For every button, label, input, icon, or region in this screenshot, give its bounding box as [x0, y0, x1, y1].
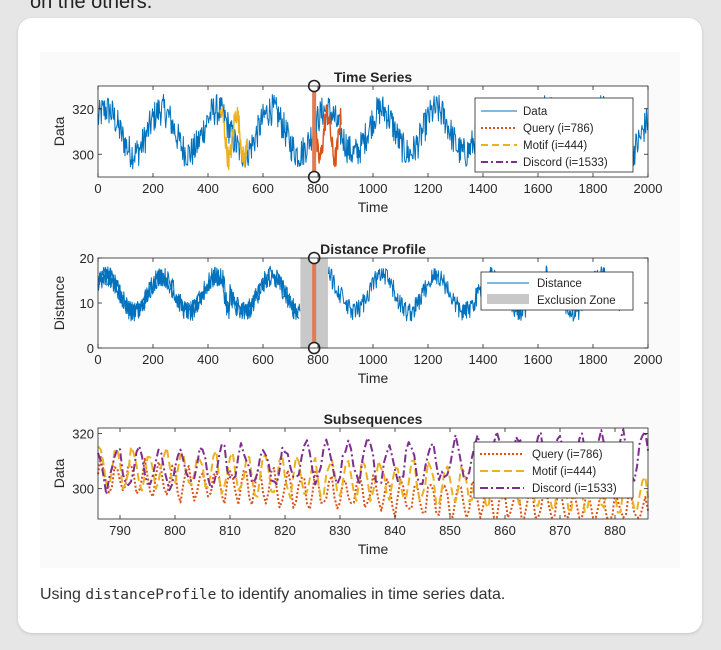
x-tick-label: 800 [307, 352, 329, 367]
subsequence-0-line [97, 456, 649, 519]
caption-suffix: to identify anomalies in time series dat… [216, 586, 506, 603]
legend-label: Query (i=786) [532, 449, 603, 461]
x-tick-label: 870 [549, 523, 571, 538]
distance-line-right [327, 265, 621, 322]
x-tick-label: 0 [94, 181, 101, 196]
y-axis-label: Distance [51, 276, 67, 331]
x-tick-label: 800 [307, 181, 329, 196]
figure-panel: 0 200 400 600 800 1000 1200 1400 1600 1800 2000 300… [40, 52, 680, 568]
legend-label: Query (i=786) [523, 123, 594, 135]
legend-box [474, 97, 634, 173]
preceding-text-fragment: on the others. [30, 0, 153, 13]
x-tick-label: 850 [439, 523, 461, 538]
x-tick-label: 1200 [414, 181, 443, 196]
legend-label: Distance [537, 278, 582, 290]
distance-line-left [97, 266, 301, 321]
query-highlight [313, 104, 343, 168]
y-tick-label: 0 [87, 341, 94, 356]
chart-title: Subsequences [324, 411, 423, 427]
legend-label: Data [523, 106, 548, 118]
x-tick-label: 1800 [579, 352, 608, 367]
x-axis-label: Time [358, 541, 389, 557]
x-tick-label: 1800 [579, 181, 608, 196]
legend-label: Motif (i=444) [532, 466, 596, 478]
y-tick-label: 10 [80, 296, 94, 311]
motif-highlight [219, 106, 248, 171]
y-tick-label: 300 [72, 147, 94, 162]
legend-label: Discord (i=1533) [523, 157, 608, 169]
legend-label: Discord (i=1533) [532, 483, 617, 495]
chart-figure: 0 200 400 600 800 1000 1200 1400 1600 1800 2000300… [51, 69, 663, 557]
x-tick-label: 400 [197, 181, 219, 196]
figure-caption: Using distanceProfile to identify anomal… [40, 586, 505, 604]
x-tick-label: 830 [329, 523, 351, 538]
x-axis-label: Time [358, 199, 389, 215]
x-tick-label: 860 [494, 523, 516, 538]
y-axis-label: Data [51, 459, 67, 489]
x-tick-label: 800 [164, 523, 186, 538]
x-tick-label: 1600 [524, 181, 553, 196]
x-tick-label: 400 [197, 352, 219, 367]
x-tick-label: 1000 [359, 181, 388, 196]
y-axis-label: Data [51, 117, 67, 147]
chart-title: Distance Profile [320, 241, 426, 257]
caption-prefix: Using [40, 586, 86, 603]
x-tick-label: 200 [142, 181, 164, 196]
legend-label: Exclusion Zone [537, 295, 616, 307]
x-axis-label: Time [358, 370, 389, 386]
x-tick-label: 200 [142, 352, 164, 367]
x-tick-label: 2000 [634, 352, 663, 367]
x-tick-label: 2000 [634, 181, 663, 196]
x-tick-label: 840 [384, 523, 406, 538]
chart-title: Time Series [334, 69, 413, 85]
x-tick-label: 820 [274, 523, 296, 538]
x-tick-label: 1600 [524, 352, 553, 367]
x-tick-label: 790 [109, 523, 131, 538]
y-tick-label: 300 [72, 482, 94, 497]
x-tick-label: 880 [604, 523, 626, 538]
x-tick-label: 1200 [414, 352, 443, 367]
legend-label: Motif (i=444) [523, 140, 587, 152]
caption-code: distanceProfile [85, 587, 217, 603]
x-tick-label: 1400 [469, 181, 498, 196]
x-tick-label: 600 [252, 352, 274, 367]
y-tick-label: 20 [80, 251, 94, 266]
x-tick-label: 600 [252, 181, 274, 196]
x-tick-label: 810 [219, 523, 241, 538]
y-tick-label: 320 [72, 102, 94, 117]
x-tick-label: 0 [94, 352, 101, 367]
y-tick-label: 320 [72, 427, 94, 442]
x-tick-label: 1400 [469, 352, 498, 367]
legend-swatch [487, 294, 529, 304]
x-tick-label: 1000 [359, 352, 388, 367]
axes-frame-2 [97, 427, 649, 520]
